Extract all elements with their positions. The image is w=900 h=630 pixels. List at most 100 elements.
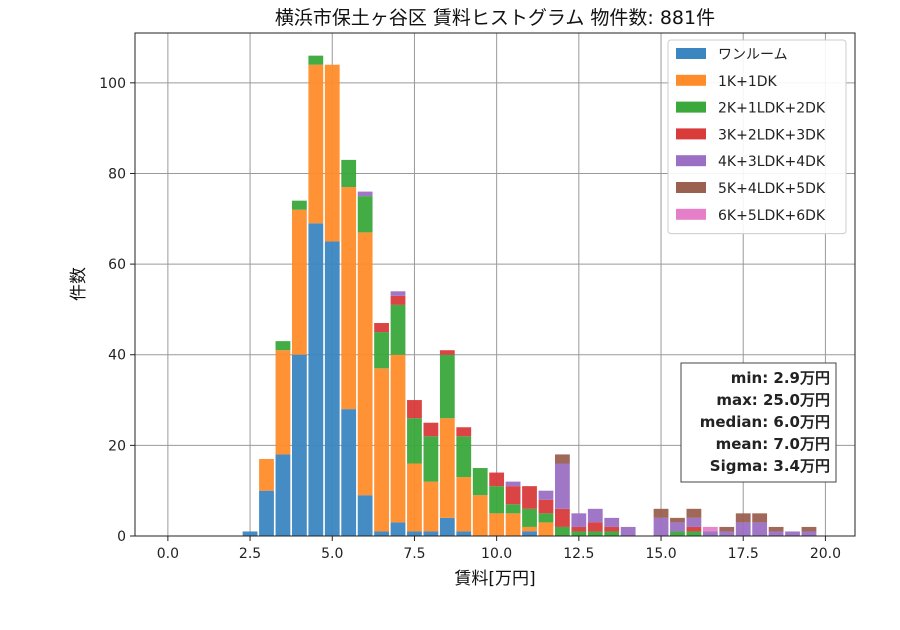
bar-segment-5 <box>587 508 603 523</box>
bar-segment-5 <box>785 531 800 536</box>
bar-segment-5 <box>686 517 702 527</box>
stats-line: max: 25.0万円 <box>716 391 830 409</box>
bar-segment-4 <box>555 508 570 527</box>
stats-line: median: 6.0万円 <box>700 413 830 431</box>
bar-segment-1 <box>291 354 307 536</box>
bar-segment-4 <box>456 427 472 437</box>
legend-label: 6K+5LDK+6DK <box>718 208 826 224</box>
stats-box: min: 2.9万円 max: 25.0万円 median: 6.0万円 mean: … <box>680 362 837 483</box>
x-tick-labels: 0.0 2.5 5.0 7.5 10.0 12.5 15.0 17.5 20.0 <box>157 536 841 562</box>
bar-segment-2 <box>357 232 373 496</box>
bars <box>242 55 817 537</box>
bar-segment-5 <box>604 517 620 527</box>
y-tick-label: 100 <box>99 76 126 92</box>
bar-segment-4 <box>686 526 702 532</box>
bar-segment-3 <box>604 531 620 536</box>
bar-segment-2 <box>324 64 340 242</box>
bar-segment-5 <box>801 531 817 536</box>
legend: ワンルーム 1K+1DK 2K+1LDK+2DK 3K+2LDK+3DK 4K+3LDK… <box>667 39 847 235</box>
bar-segment-1 <box>439 517 455 536</box>
legend-label: ワンルーム <box>718 47 788 63</box>
bar-segment-6 <box>555 454 570 464</box>
bar-segment-3 <box>456 436 472 478</box>
bar-segment-1 <box>374 531 389 536</box>
bar-segment-5 <box>505 481 521 487</box>
bar-segment-5 <box>670 522 685 532</box>
bar-segment-2 <box>390 354 406 523</box>
x-axis-label: 賃料[万円] <box>454 569 535 589</box>
bar-segment-2 <box>291 209 307 355</box>
bar-segment-4 <box>489 472 505 487</box>
legend-box <box>667 39 847 235</box>
bar-segment-2 <box>505 513 521 536</box>
x-tick-label: 7.5 <box>403 546 425 562</box>
x-tick-label: 5.0 <box>321 546 343 562</box>
bar-segment-5 <box>702 531 718 536</box>
bar-segment-3 <box>308 55 324 65</box>
bar-segment-2 <box>341 187 357 410</box>
bar-segment-5 <box>357 191 373 197</box>
bar-segment-2 <box>308 64 324 224</box>
bar-segment-6 <box>653 508 669 518</box>
bar-segment-1 <box>308 223 324 536</box>
bar-segment-3 <box>505 504 521 514</box>
y-tick-label: 40 <box>108 348 126 364</box>
legend-label: 3K+2LDK+3DK <box>718 127 826 143</box>
x-tick-label: 0.0 <box>157 546 179 562</box>
bar-segment-6 <box>670 517 685 523</box>
bar-segment-5 <box>620 526 636 536</box>
bar-segment-4 <box>571 526 587 532</box>
bar-segment-2 <box>489 513 505 536</box>
bar-segment-3 <box>390 304 406 355</box>
legend-label: 5K+4LDK+5DK <box>718 181 826 197</box>
bar-segment-3 <box>670 531 685 536</box>
bar-segment-2 <box>522 526 537 532</box>
stats-line: min: 2.9万円 <box>731 369 830 387</box>
bar-segment-6 <box>735 513 751 523</box>
bar-segment-1 <box>275 454 291 536</box>
bar-segment-1 <box>357 495 373 536</box>
bar-segment-4 <box>538 499 554 514</box>
bar-segment-3 <box>275 341 291 351</box>
stats-frame <box>680 362 837 483</box>
legend-swatch <box>676 101 706 113</box>
x-tick-label: 17.5 <box>728 546 759 562</box>
x-tick-label: 2.5 <box>239 546 261 562</box>
bar-segment-6 <box>686 508 702 518</box>
y-tick-labels: 0 20 40 60 80 100 <box>99 76 135 545</box>
legend-swatch <box>676 128 706 140</box>
x-tick-label: 20.0 <box>810 546 841 562</box>
bar-segment-2 <box>538 522 554 536</box>
bar-segment-3 <box>423 436 439 482</box>
bar-segment-5 <box>719 531 735 536</box>
y-tick-label: 80 <box>108 166 126 182</box>
legend-swatch <box>676 182 706 193</box>
bar-segment-4 <box>522 486 537 509</box>
bar-segment-7 <box>702 526 718 532</box>
bar-segment-2 <box>275 350 291 455</box>
bar-segment-2 <box>374 368 389 532</box>
bar-segment-1 <box>390 522 406 536</box>
bar-segment-5 <box>752 522 768 536</box>
stats-line: Sigma: 3.4万円 <box>710 457 830 475</box>
bar-segment-1 <box>423 531 439 536</box>
bar-segment-5 <box>538 490 554 500</box>
bar-segment-4 <box>604 526 620 532</box>
chart-title: 横浜市保土ヶ谷区 賃料ヒストグラム 物件数: 881件 <box>275 7 715 29</box>
stats-line: mean: 7.0万円 <box>716 435 830 453</box>
plot-frame <box>134 32 856 537</box>
legend-label: 1K+1DK <box>718 74 778 90</box>
bar-segment-3 <box>522 508 537 527</box>
bar-segment-4 <box>423 422 439 437</box>
bar-segment-4 <box>505 486 521 505</box>
bar-segment-6 <box>752 513 768 523</box>
bar-segment-3 <box>374 332 389 369</box>
bar-segment-4 <box>587 522 603 532</box>
bar-segment-3 <box>291 200 307 210</box>
bar-segment-2 <box>259 458 274 491</box>
legend-swatch <box>676 74 706 86</box>
bar-segment-1 <box>242 531 258 536</box>
bar-segment-1 <box>259 490 274 536</box>
bar-segment-6 <box>719 526 735 532</box>
